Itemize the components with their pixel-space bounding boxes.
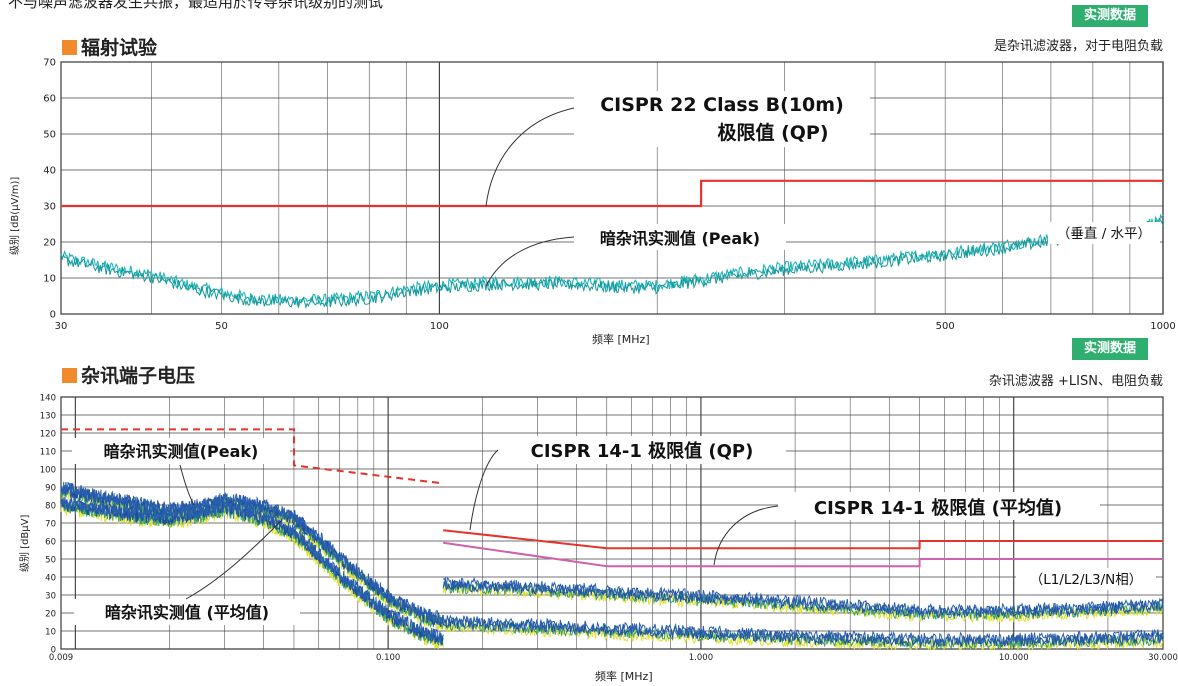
y-tick-label: 20 [43,238,56,249]
y-tick-label: 30 [43,202,56,213]
y-tick-label: 10 [45,628,56,638]
conducted-noise-trace [442,617,1164,648]
x-tick-label: 1.000 [689,653,713,663]
annotation-leader-line [713,505,779,566]
data-badge-radiated: 实测数据 [1072,5,1149,27]
label-bg [498,436,786,464]
annotation-leader-line [469,449,499,531]
y-tick-label: 130 [40,412,56,422]
conducted-x-label: 频率 [MHz] [595,670,653,683]
conducted-noise-trace [442,620,1164,651]
conducted-title: 杂讯端子电压 [62,361,195,388]
annotation-leader-line [185,519,283,600]
x-tick-label: 500 [936,321,955,332]
x-tick-label: 0.009 [49,653,73,663]
conducted-avg-limit-line [443,541,1163,568]
label-bg [74,599,300,625]
y-tick-label: 70 [45,520,56,530]
x-tick-label: 10.000 [999,653,1029,663]
x-tick-label: 1000 [1150,321,1175,332]
intro-text: 不与噪声滤波器发生共振，最适用於传导杂讯级别的测试 [8,0,384,11]
conducted-title-text: 杂讯端子电压 [81,365,196,387]
y-tick-label: 120 [40,430,56,440]
radiated-limit-line [61,179,1163,208]
x-tick-label: 30 [55,321,68,332]
annotation-qp-limit: CISPR 14-1 极限值 (QP) [531,440,754,462]
radiated-title: 辐射试验 [62,33,157,60]
conducted-qp-limit-line [443,529,1163,550]
y-tick-label: 0 [51,646,56,656]
x-tick-label: 30.000 [1148,653,1178,663]
radiated-x-label: 频率 [MHz] [592,333,650,346]
annotation-limit-name: CISPR 22 Class B(10m) [600,94,844,116]
label-bg [574,91,870,147]
annotation-limit-type: 极限值 (QP) [717,121,828,144]
y-tick-label: 0 [50,310,56,321]
y-tick-label: 40 [43,166,56,177]
annotation-avg-limit: CISPR 14-1 极限值 (平均值) [814,497,1062,519]
radiated-title-text: 辐射试验 [81,37,158,59]
label-bg [778,492,1100,520]
conducted-noise-trace [60,481,444,625]
annotation-average: 暗杂讯实测值 (平均值) [105,603,269,622]
data-badge-conducted: 实测数据 [1072,338,1149,360]
y-tick-label: 90 [45,484,56,494]
label-bg [1016,568,1156,590]
title-square-icon [62,40,77,55]
label-bg [574,224,786,250]
y-tick-label: 40 [45,574,56,584]
conducted-noise-trace [60,496,444,645]
y-tick-label: 10 [43,274,56,285]
label-bg [1048,222,1160,244]
radiated-noise-trace [60,217,1164,310]
y-tick-label: 50 [45,556,56,566]
y-tick-label: 50 [43,130,56,141]
x-tick-label: 0.100 [376,653,400,663]
conducted-noise-trace [442,579,1164,619]
y-tick-label: 70 [43,58,56,69]
title-square-icon [62,368,77,383]
y-tick-label: 80 [45,502,56,512]
chart-annotations: CISPR 22 Class B(10m) 极限值 (QP) 暗杂讯实测值 (Pea… [72,91,1160,625]
conducted-noise-trace [442,576,1164,618]
y-tick-label: 30 [45,592,56,602]
x-tick-label: 100 [430,321,449,332]
annotation-polarization: （垂直 / 水平） [1057,226,1151,242]
radiated-note: 是杂讯滤波器，对于电阻负载 [993,39,1163,54]
annotation-leader-line [179,464,195,506]
annotation-leader-line [485,107,575,207]
annotation-phase: （L1/L2/L3/N相） [1030,572,1143,588]
y-tick-label: 20 [45,610,56,620]
conducted-noise-trace [442,614,1164,646]
annotation-noise: 暗杂讯实测值 (Peak) [600,229,760,248]
y-tick-label: 110 [40,448,56,458]
annotation-peak: 暗杂讯实测值(Peak) [104,442,259,461]
annotation-leader-line [485,236,575,287]
x-tick-label: 50 [215,321,228,332]
y-tick-label: 60 [43,94,56,105]
y-tick-label: 60 [45,538,56,548]
y-tick-label: 100 [40,466,56,476]
label-bg [72,438,290,464]
y-tick-label: 140 [40,394,56,404]
conducted-note: 杂讯滤波器 +LISN、电阻负载 [988,374,1163,389]
